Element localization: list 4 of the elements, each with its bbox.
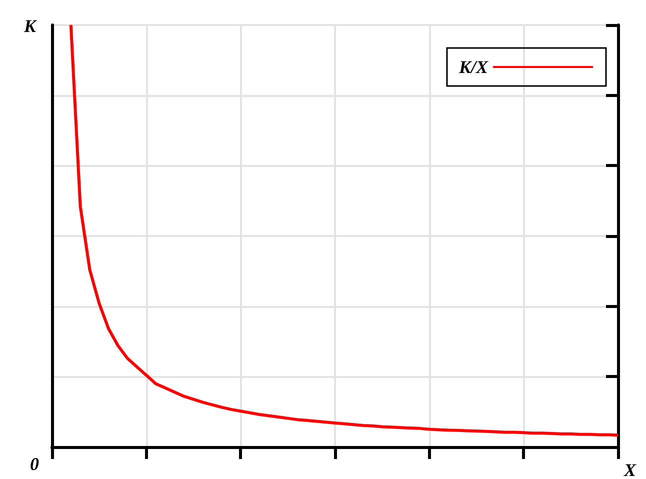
y-axis-title: K: [22, 16, 38, 36]
text: 0: [30, 454, 39, 474]
x-axis-title: X: [623, 460, 637, 479]
text: K/X: [458, 57, 489, 77]
